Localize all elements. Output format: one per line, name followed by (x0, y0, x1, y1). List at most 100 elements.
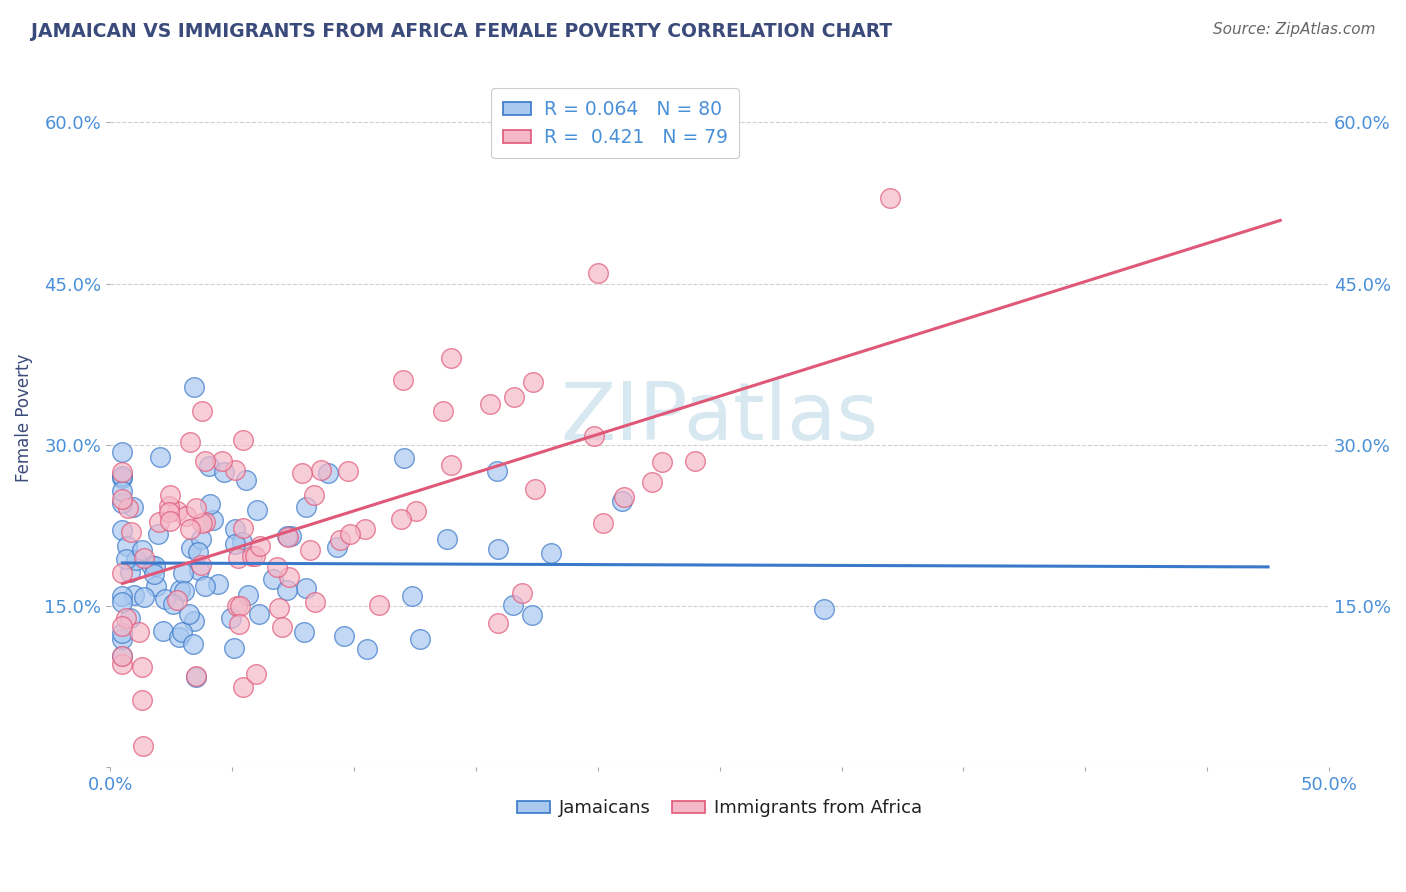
Point (132, 551, 155, 566)
Point (226, 550, 249, 565)
Point (641, 475, 664, 489)
Point (115, 611, 138, 625)
Point (142, 567, 165, 582)
Point (394, 450, 416, 465)
Point (131, 660, 153, 674)
Point (184, 670, 207, 684)
Point (522, 375, 544, 389)
Point (232, 433, 254, 447)
Point (183, 380, 205, 394)
Point (236, 588, 259, 602)
Point (111, 444, 134, 458)
Point (502, 598, 524, 612)
Point (159, 514, 181, 528)
Point (115, 539, 138, 553)
Point (141, 558, 163, 572)
Point (339, 527, 361, 541)
Point (190, 558, 212, 573)
Point (291, 467, 314, 481)
Point (177, 607, 200, 622)
Point (246, 502, 269, 516)
Point (309, 463, 332, 477)
Point (149, 450, 172, 464)
Point (356, 642, 378, 657)
Point (405, 504, 427, 518)
Point (179, 435, 201, 450)
Point (295, 500, 318, 514)
Point (271, 620, 294, 634)
Point (194, 453, 217, 467)
Point (190, 532, 212, 546)
Point (224, 522, 246, 536)
Point (207, 577, 229, 591)
Point (486, 464, 509, 478)
Point (440, 351, 463, 365)
Point (612, 494, 634, 508)
Point (117, 500, 139, 515)
Point (262, 572, 284, 586)
Point (145, 579, 167, 593)
Point (276, 582, 298, 597)
Point (367, 598, 389, 612)
Point (245, 667, 267, 681)
Point (194, 516, 217, 530)
Point (187, 545, 209, 559)
Point (318, 466, 340, 480)
Point (183, 615, 205, 629)
Point (152, 624, 174, 638)
Point (172, 624, 194, 639)
Point (128, 625, 150, 640)
Point (111, 632, 134, 646)
Point (191, 516, 214, 531)
Point (157, 505, 180, 519)
Point (440, 458, 463, 472)
Point (613, 490, 636, 504)
Point (510, 586, 533, 600)
Point (169, 582, 191, 597)
Point (194, 579, 217, 593)
Point (586, 266, 609, 280)
Point (153, 591, 176, 606)
Point (243, 549, 266, 564)
Point (277, 530, 299, 544)
Text: JAMAICAN VS IMMIGRANTS FROM AFRICA FEMALE POVERTY CORRELATION CHART: JAMAICAN VS IMMIGRANTS FROM AFRICA FEMAL… (31, 22, 893, 41)
Point (813, 601, 835, 615)
Point (277, 570, 299, 584)
Point (111, 626, 134, 640)
Point (211, 454, 233, 468)
Point (125, 552, 148, 566)
Point (224, 640, 246, 655)
Point (267, 600, 290, 615)
Point (120, 524, 142, 539)
Point (329, 533, 352, 547)
Point (224, 537, 246, 551)
Point (166, 593, 188, 607)
Point (174, 508, 197, 523)
Point (592, 516, 614, 530)
Point (436, 533, 458, 547)
Point (295, 581, 318, 595)
Point (181, 638, 204, 652)
Point (333, 630, 356, 644)
Text: ZIPatlas: ZIPatlas (561, 379, 879, 457)
Point (479, 396, 502, 410)
Point (299, 543, 322, 558)
Legend: Jamaicans, Immigrants from Africa: Jamaicans, Immigrants from Africa (510, 792, 929, 824)
Point (111, 590, 134, 604)
Point (520, 608, 543, 623)
Point (179, 522, 201, 536)
Point (180, 541, 202, 555)
Point (159, 488, 181, 502)
Point (432, 403, 454, 417)
Point (172, 566, 194, 581)
Point (111, 471, 134, 485)
Point (266, 559, 288, 574)
Point (111, 496, 134, 510)
Point (280, 529, 302, 543)
Point (232, 521, 254, 535)
Text: Source: ZipAtlas.com: Source: ZipAtlas.com (1212, 22, 1375, 37)
Point (162, 597, 184, 611)
Point (111, 566, 134, 580)
Point (201, 513, 224, 527)
Point (122, 588, 145, 602)
